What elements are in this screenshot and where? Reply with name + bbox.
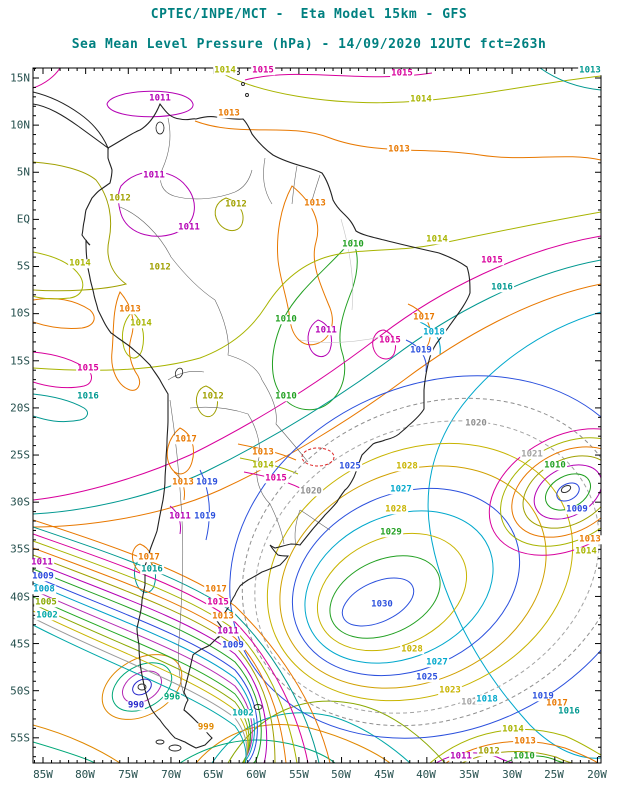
contour-line [195, 385, 219, 417]
contour-line [111, 662, 173, 712]
contour-line [279, 465, 547, 689]
contour-line [500, 437, 601, 547]
contour-line [277, 185, 333, 346]
generated-contour-lines [33, 375, 601, 763]
contour-line [33, 393, 88, 423]
contour-line [427, 311, 601, 759]
contour-line [556, 482, 580, 502]
contour-line [122, 670, 162, 704]
contour-line [405, 339, 427, 373]
contour-line [33, 575, 258, 763]
contour-line [214, 197, 244, 231]
contour-line [304, 510, 494, 664]
contour-line [307, 319, 332, 357]
contour-line [33, 519, 331, 763]
contour-line [117, 171, 195, 237]
contour-line [33, 211, 601, 371]
contour-line [169, 505, 181, 535]
contour-line [33, 161, 128, 292]
contour-lines [33, 68, 601, 763]
contour-line [329, 555, 441, 639]
contour-line [488, 428, 601, 556]
contour-line [33, 283, 601, 528]
contour-line [254, 420, 600, 714]
contour-line [341, 577, 415, 627]
contour-line [33, 568, 262, 763]
contour-line [33, 624, 247, 763]
lakes [155, 121, 184, 379]
contour-line [291, 487, 521, 677]
coastline-south-america [81, 102, 471, 749]
contour-line [111, 291, 141, 391]
contour-line [244, 72, 433, 81]
contour-line [33, 724, 121, 763]
contour-line [33, 235, 601, 501]
contour-line [33, 533, 309, 763]
contour-line [33, 603, 250, 763]
contour-line [33, 251, 84, 300]
contour-line [33, 297, 95, 329]
contour-line [539, 68, 601, 91]
low-center-contour [560, 484, 572, 494]
contour-line [211, 712, 411, 763]
contour-line [407, 303, 431, 355]
contour-line [227, 700, 446, 763]
coastline-central-america [33, 91, 110, 150]
contour-line [33, 596, 251, 763]
contour-line [195, 724, 391, 763]
red-dashed-marker [301, 447, 335, 467]
contour-line [33, 351, 92, 389]
contour-line [445, 740, 599, 763]
contour-line [429, 728, 601, 763]
contour-line [194, 120, 601, 161]
contour-line [33, 259, 601, 515]
contour-line [522, 455, 601, 529]
contour-line [372, 329, 397, 360]
contour-line [241, 397, 601, 727]
contour-line [33, 68, 61, 89]
axis-ticks [33, 68, 601, 763]
contour-line [511, 446, 601, 538]
map-title-line-1: CPTEC/INPE/MCT - Eta Model 15km - GFS [150, 7, 468, 22]
contour-line [33, 589, 253, 763]
contour-line [266, 442, 574, 702]
contour-line [199, 469, 210, 541]
contour-line [272, 239, 358, 411]
contour-line [33, 610, 249, 763]
low-center-contour [137, 683, 147, 691]
contour-line [212, 68, 601, 104]
contour-line [179, 739, 336, 763]
contour-line [101, 654, 183, 720]
country-borders [119, 117, 391, 696]
map-title-line-2: Sea Mean Level Pressure (hPa) - 14/09/20… [71, 37, 547, 52]
contour-line [33, 582, 255, 763]
contour-line [33, 741, 96, 763]
plot-frame [32, 67, 602, 764]
contour-line [166, 427, 194, 475]
contour-line [132, 678, 152, 696]
contour-line [316, 532, 468, 652]
contour-line [33, 526, 320, 763]
contour-line [106, 90, 194, 118]
